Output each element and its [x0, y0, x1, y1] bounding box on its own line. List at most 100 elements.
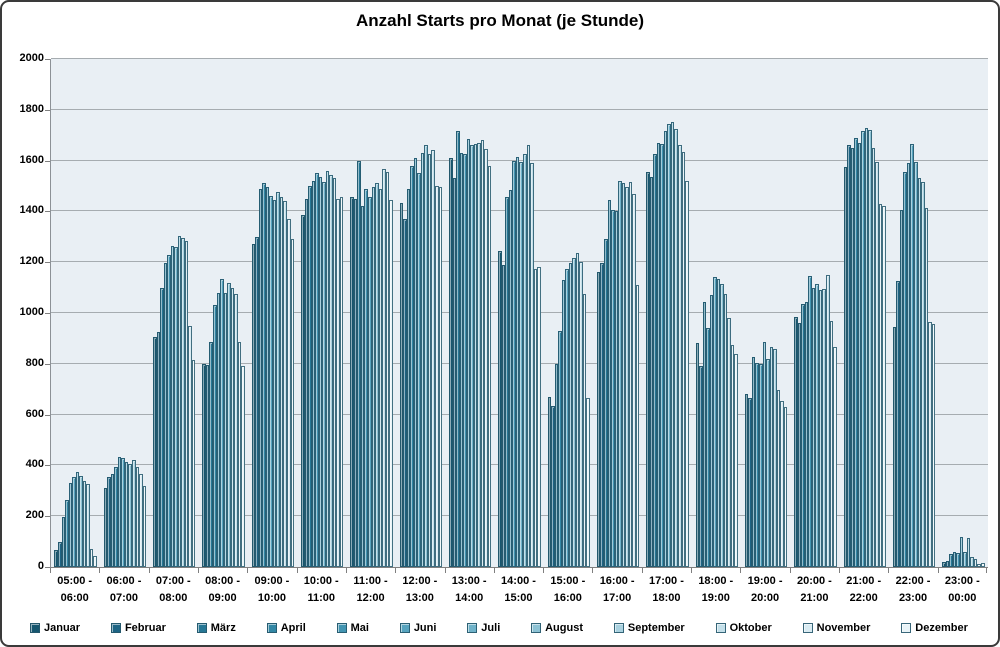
legend-label: Juni [413, 622, 437, 634]
bar [716, 279, 721, 567]
bar [279, 197, 284, 567]
x-axis-tick [740, 568, 742, 573]
x-axis-label-line2: 20:00 [750, 592, 780, 604]
x-axis-label-line1: 16:00 - [599, 575, 635, 587]
legend-swatch-icon [715, 623, 726, 633]
x-axis-label-line2: 00:00 [948, 592, 977, 604]
bar [660, 144, 664, 567]
x-axis-label-line2: 07:00 [109, 592, 139, 604]
bar [65, 500, 69, 567]
bar [706, 328, 710, 567]
x-axis-label-line2: 16:00 [553, 592, 582, 604]
bar [262, 183, 266, 567]
x-axis-tick [148, 568, 150, 573]
y-axis-label: 1800 [19, 102, 44, 115]
bar [174, 247, 178, 567]
bar [480, 140, 485, 567]
x-axis-label-line1: 06:00 - [106, 575, 142, 587]
legend-item: Mai [336, 622, 369, 634]
bar [702, 302, 707, 567]
bar [103, 488, 108, 567]
bar [966, 538, 971, 567]
bar [526, 145, 531, 567]
bar [410, 166, 414, 567]
legend-label: Mai [350, 622, 369, 634]
bar [473, 144, 478, 567]
legend-label: März [210, 622, 236, 634]
bar [910, 144, 914, 567]
bar [107, 477, 111, 567]
bar [54, 550, 58, 567]
bar [114, 467, 118, 567]
x-axis-label: 21:00 - 22:00 [839, 573, 888, 607]
x-axis-label-line1: 11:00 - [353, 575, 388, 587]
x-axis-label-line2: 10:00 [257, 592, 286, 604]
y-axis-tick [45, 262, 50, 264]
bar [614, 211, 619, 567]
x-axis-label-line1: 19:00 - [747, 575, 783, 587]
x-axis-label-line1: 14:00 - [501, 575, 536, 587]
bar-group [646, 59, 689, 567]
bar-group [153, 59, 196, 567]
bar [748, 398, 752, 567]
bar [191, 360, 196, 567]
bar [170, 246, 175, 567]
x-axis-label-line1: 22:00 - [895, 575, 931, 587]
legend-label: Oktober [729, 622, 772, 634]
x-axis-label: 22:00 - 23:00 [888, 573, 937, 607]
bar [533, 269, 538, 567]
bar [596, 272, 601, 567]
bar-group [498, 59, 541, 567]
legend-swatch-icon [336, 623, 347, 633]
x-axis-tick [691, 568, 693, 573]
legend-item: Januar [30, 622, 80, 634]
bar [843, 167, 848, 567]
bar [156, 332, 161, 567]
bar [220, 279, 224, 567]
bar [487, 166, 492, 567]
legend-item: September [613, 622, 685, 634]
legend-item: März [196, 622, 236, 634]
x-axis-label: 15:00 - 16:00 [543, 573, 592, 607]
legend-label: Januar [44, 622, 81, 634]
bar [857, 143, 862, 567]
bar [434, 186, 439, 567]
bar [899, 210, 904, 567]
bar [744, 394, 749, 567]
bar [163, 263, 168, 567]
legend-swatch-icon [467, 623, 478, 633]
bar [896, 281, 900, 567]
legend-label: Februar [124, 622, 166, 634]
bar-group [448, 59, 492, 567]
bar-group [251, 59, 295, 567]
x-axis-label-line2: 08:00 [159, 592, 188, 604]
bar [794, 317, 798, 567]
bar [301, 215, 305, 567]
x-axis-label-line2: 15:00 [504, 592, 533, 604]
bar [276, 192, 280, 567]
legend-item: August [531, 622, 583, 634]
x-axis-label: 23:00 - 00:00 [938, 573, 987, 607]
bar [86, 484, 90, 567]
x-axis-label-line1: 21:00 - [846, 575, 882, 587]
x-axis-tick [50, 568, 51, 573]
bar [501, 265, 506, 567]
x-axis-label: 08:00 - 09:00 [198, 573, 247, 607]
legend-swatch-icon [266, 623, 277, 633]
bar [72, 477, 76, 567]
x-axis-label-line1: 20:00 - [796, 575, 832, 587]
bar [547, 397, 552, 567]
x-axis-label-line1: 08:00 - [205, 575, 241, 587]
bar [308, 186, 312, 567]
bar [456, 131, 460, 567]
bar [403, 219, 407, 567]
bar [427, 154, 432, 567]
bar [681, 152, 686, 567]
bar [780, 401, 784, 567]
bar [892, 327, 897, 567]
bar [808, 276, 812, 567]
x-axis-label-line2: 12:00 [356, 592, 385, 604]
y-axis-label: 1600 [19, 153, 44, 166]
bar [730, 345, 735, 567]
x-axis-label-line1: 13:00 - [451, 575, 487, 587]
